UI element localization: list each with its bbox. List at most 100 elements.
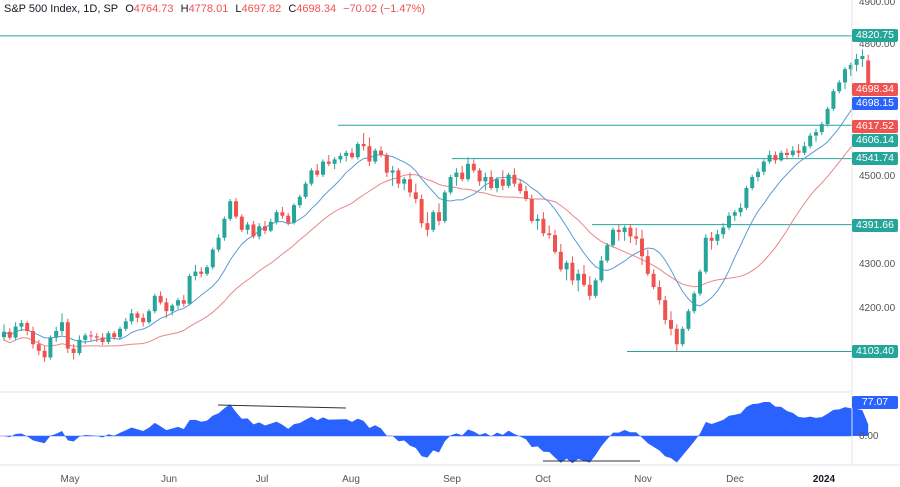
candle-body <box>2 331 6 338</box>
candle-body <box>773 155 778 161</box>
candle-body <box>25 323 30 331</box>
price-label-level: 4617.52 <box>852 120 898 133</box>
candle-body <box>100 337 105 342</box>
candle-body <box>158 295 163 303</box>
candle-body <box>170 305 175 312</box>
candle-body <box>738 207 743 213</box>
candle-body <box>373 150 378 162</box>
candle-body <box>628 227 633 237</box>
fast-moving-average-line <box>3 87 869 343</box>
candle-body <box>286 215 291 223</box>
candle-body <box>529 199 534 221</box>
candle-body <box>634 236 639 239</box>
candle-body <box>315 170 320 175</box>
oscillator-value-label: 77.07 <box>852 396 898 409</box>
candle-body <box>790 150 795 155</box>
candle-body <box>674 328 679 345</box>
candle-body <box>367 146 372 162</box>
candle-body <box>112 333 117 338</box>
candle-body <box>7 331 12 338</box>
candle-body <box>268 221 273 231</box>
candle-body <box>396 170 401 184</box>
candle-body <box>106 333 111 342</box>
candle-body <box>205 267 209 274</box>
price-label-level: 4541.74 <box>852 152 898 165</box>
symbol-title: S&P 500 Index, 1D, SP <box>4 3 119 15</box>
candle-body <box>703 237 708 272</box>
candle-body <box>65 322 70 349</box>
candle-body <box>390 170 395 173</box>
x-tick-label: Sep <box>443 474 461 485</box>
candle-body <box>77 339 82 353</box>
candle-body <box>321 161 325 175</box>
candle-body <box>651 273 656 287</box>
ohlc-change: −70.02 (−1.47%) <box>343 3 426 15</box>
x-tick-label: Oct <box>535 474 551 485</box>
candle-body <box>843 69 847 83</box>
candle-body <box>350 152 354 158</box>
candle-body <box>408 179 412 193</box>
candle-body <box>361 144 366 147</box>
candle-body <box>547 233 552 236</box>
candle-body <box>222 218 227 238</box>
candle-body <box>524 191 528 199</box>
x-tick-label: May <box>60 474 80 485</box>
candle-body <box>541 218 546 234</box>
candle-body <box>570 262 575 281</box>
candle-body <box>54 331 59 338</box>
candle-body <box>860 56 865 60</box>
candle-body <box>71 348 76 353</box>
candle-body <box>622 227 627 232</box>
candle-body <box>176 300 180 306</box>
candle-body <box>593 280 598 296</box>
candle-body <box>669 320 673 329</box>
candle-body <box>60 322 64 331</box>
candle-body <box>199 271 204 274</box>
ohlc-close: C4698.34 <box>288 3 337 15</box>
x-tick-label: Jun <box>160 474 178 485</box>
candle-body <box>48 337 53 358</box>
candle-body <box>413 192 418 199</box>
candle-body <box>715 234 720 241</box>
candle-body <box>582 273 586 285</box>
x-tick-label: Aug <box>342 474 360 485</box>
candle-body <box>599 260 604 281</box>
candle-body <box>732 212 737 216</box>
candle-body <box>657 287 662 301</box>
ohlc-high: H4778.01 <box>180 3 229 15</box>
support-resistance-lines <box>0 35 852 353</box>
candle-body <box>193 271 198 276</box>
candle-body <box>431 212 436 230</box>
candle-body <box>680 328 685 345</box>
candle-body <box>750 177 755 188</box>
candle-body <box>181 300 186 304</box>
candle-body <box>831 91 836 109</box>
candle-body <box>744 188 749 208</box>
candle-body <box>837 82 842 92</box>
candle-body <box>796 150 801 153</box>
candle-body <box>437 212 441 221</box>
candle-body <box>355 144 360 158</box>
divergence-line <box>217 404 347 409</box>
candle-body <box>854 59 859 65</box>
candle-body <box>564 262 569 270</box>
candle-body <box>477 170 482 182</box>
candle-body <box>419 199 424 224</box>
candle-body <box>518 183 523 192</box>
candle-body <box>332 159 337 164</box>
candle-body <box>721 227 726 235</box>
y-tick-label: 4200.00 <box>859 303 896 314</box>
candle-body <box>42 350 47 358</box>
candle-body <box>274 212 279 222</box>
candle-body <box>326 161 331 164</box>
candle-body <box>118 328 122 338</box>
candle-body <box>819 124 824 133</box>
candle-body <box>13 326 18 338</box>
candle-body <box>489 177 494 188</box>
candle-body <box>338 155 343 160</box>
price-label-level: 4820.75 <box>852 29 898 42</box>
candle-body <box>448 177 453 193</box>
candle-body <box>36 344 41 351</box>
candle-body <box>454 172 459 177</box>
candle-body <box>640 238 644 257</box>
